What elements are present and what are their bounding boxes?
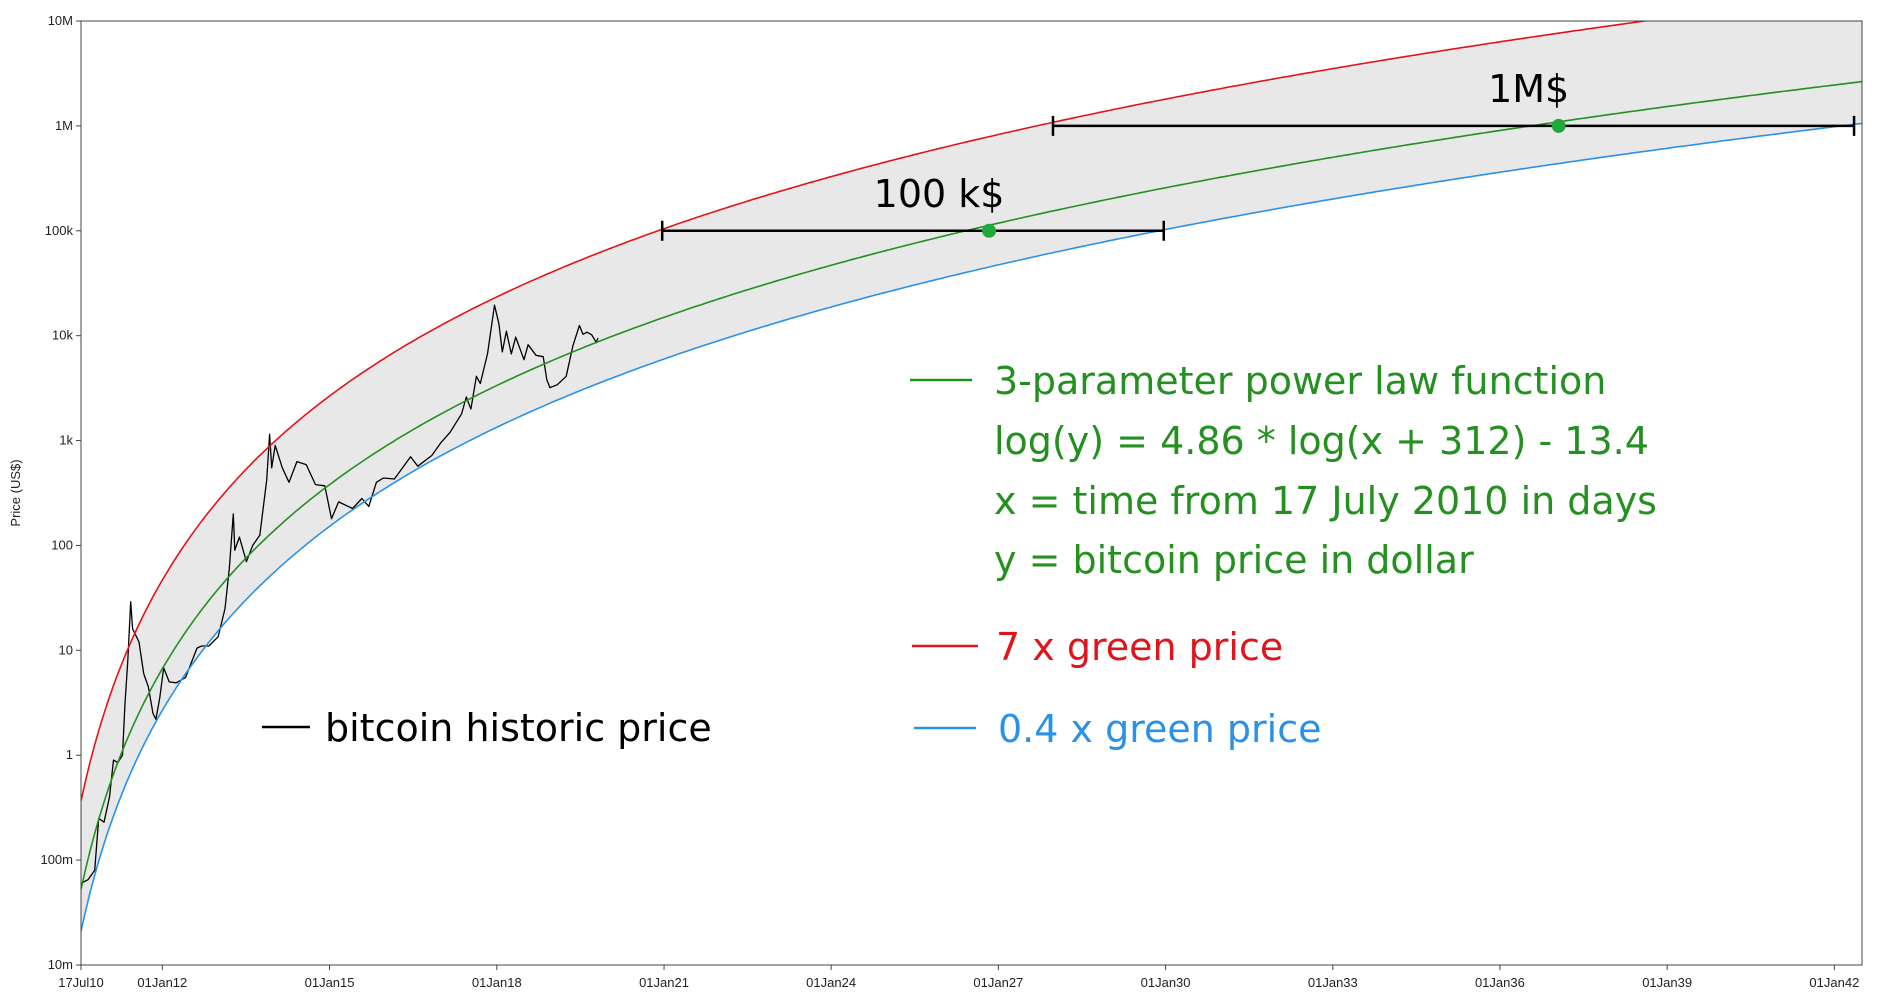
x-tick-label: 01Jan42 (1809, 975, 1859, 990)
y-tick-label: 10m (48, 957, 73, 972)
y-tick-label: 10 (59, 642, 73, 657)
y-tick-label: 100m (40, 852, 73, 867)
legend-blue-label: 0.4 x green price (998, 707, 1321, 751)
x-tick-label: 01Jan30 (1141, 975, 1191, 990)
x-tick-label: 01Jan33 (1308, 975, 1358, 990)
target-label: 1M$ (1488, 67, 1569, 111)
x-tick-label: 01Jan24 (806, 975, 856, 990)
axes (80, 20, 1863, 966)
legend-red-label: 7 x green price (996, 625, 1283, 669)
plot-frame (80, 20, 1863, 966)
legend-formula-line-3: y = bitcoin price in dollar (994, 538, 1474, 582)
legend-black-label: bitcoin historic price (325, 706, 712, 750)
legend-formula-line-2: x = time from 17 July 2010 in days (994, 479, 1657, 523)
x-tick-label: 01Jan15 (305, 975, 355, 990)
y-tick-label: 10k (52, 328, 73, 343)
y-tick-label: 100k (45, 223, 74, 238)
y-axis-label: Price (US$) (8, 459, 23, 526)
target-marker (982, 223, 997, 238)
y-tick-label: 10M (48, 13, 73, 28)
target-marker (1551, 118, 1566, 133)
x-tick-label: 01Jan12 (137, 975, 187, 990)
bitcoin-price-line (81, 304, 599, 884)
y-tick-label: 1k (59, 433, 73, 448)
y-tick-label: 100 (51, 537, 73, 552)
y-axis-ticks: 10m 100m 1 10 100 1k 10k 100k 1M 10M (40, 13, 81, 972)
red-upper-line (81, 21, 1651, 801)
legend: 3-parameter power law function log(y) = … (262, 359, 1657, 751)
x-axis-ticks: 17Jul10 01Jan12 01Jan15 01Jan18 01Jan21 01Jan… (58, 965, 1859, 990)
gray-band (81, 21, 1862, 932)
band-layer (81, 21, 1862, 932)
legend-formula-line-1: log(y) = 4.86 * log(x + 312) - 13.4 (994, 419, 1649, 463)
line-layer (81, 21, 1862, 932)
y-tick-label: 1M (55, 118, 73, 133)
x-tick-label: 01Jan36 (1475, 975, 1525, 990)
green-model-line (81, 80, 1862, 890)
y-tick-label: 1 (66, 747, 73, 762)
x-tick-label: 01Jan39 (1642, 975, 1692, 990)
annotations: 100 k$ 1M$ (660, 67, 1856, 241)
x-tick-label: 01Jan21 (639, 975, 689, 990)
x-tick-label: 17Jul10 (58, 975, 104, 990)
x-tick-label: 01Jan18 (472, 975, 522, 990)
legend-green-title: 3-parameter power law function (994, 359, 1606, 403)
blue-lower-line (81, 122, 1862, 932)
x-tick-label: 01Jan27 (973, 975, 1023, 990)
target-label: 100 k$ (874, 172, 1005, 216)
